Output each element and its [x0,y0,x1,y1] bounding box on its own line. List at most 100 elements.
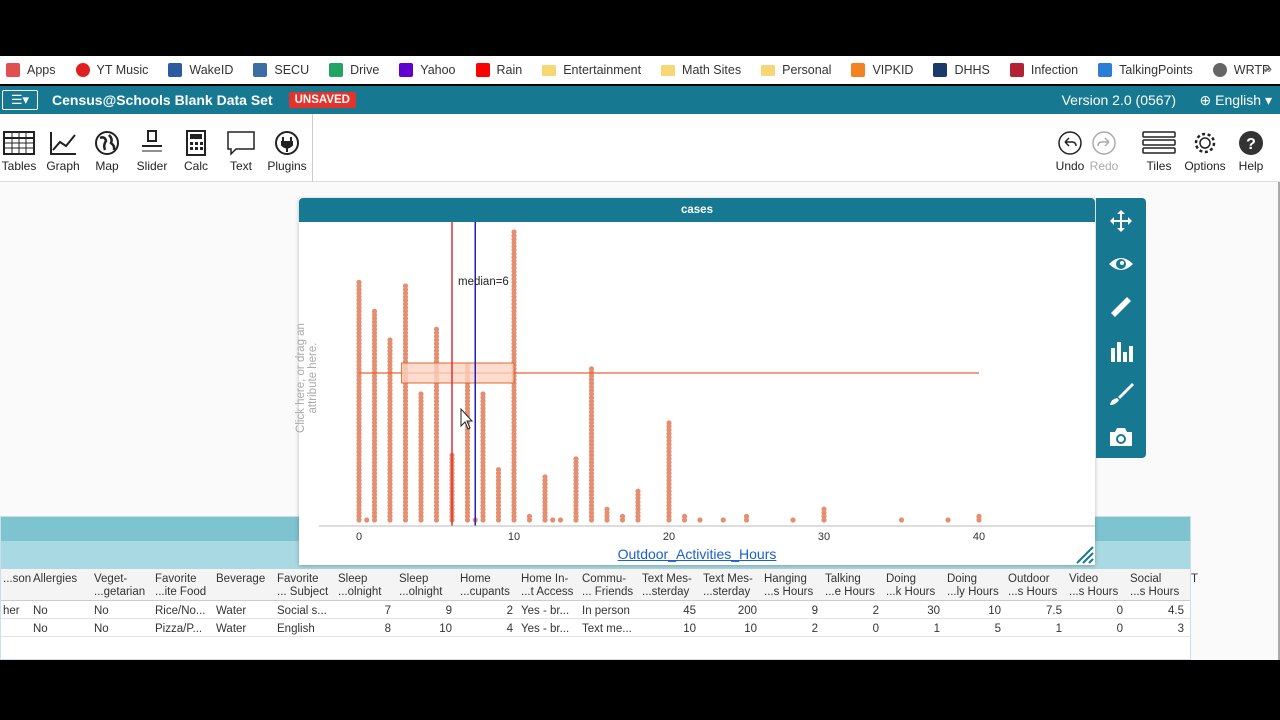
data-point[interactable] [480,441,486,447]
data-point[interactable] [418,441,424,447]
data-point[interactable] [480,391,486,397]
column-header[interactable]: Home In- ...t Access [521,573,574,598]
data-point[interactable] [511,319,517,325]
data-point[interactable] [511,240,517,246]
data-point[interactable] [402,337,409,343]
data-point[interactable] [588,413,595,419]
data-point[interactable] [495,481,502,487]
data-point[interactable] [433,485,440,491]
column-header[interactable]: Veget- ...getarian [94,573,146,598]
data-point[interactable] [356,495,362,501]
column-header[interactable]: Text Mes- ...sterday [642,573,692,598]
data-point[interactable] [666,420,672,426]
data-point[interactable] [588,492,595,498]
data-point[interactable] [945,517,951,523]
data-point[interactable] [418,416,424,422]
column-header[interactable]: Outdoor ...s Hours [1008,573,1058,598]
data-point[interactable] [588,438,595,444]
data-point[interactable] [433,423,440,429]
data-point[interactable] [588,513,595,519]
data-point[interactable] [356,463,362,469]
data-point[interactable] [666,510,672,516]
data-point[interactable] [402,323,409,329]
data-point[interactable] [433,488,440,494]
data-point[interactable] [511,254,517,260]
data-point[interactable] [511,438,517,444]
data-point[interactable] [495,470,502,476]
data-point[interactable] [356,297,362,303]
data-point[interactable] [433,427,440,433]
data-point[interactable] [402,503,409,509]
table-cell[interactable]: No [94,623,109,635]
data-point[interactable] [387,477,393,483]
data-point[interactable] [588,420,595,426]
data-point[interactable] [356,438,362,444]
data-point[interactable] [480,402,486,408]
data-point[interactable] [356,380,362,386]
data-point[interactable] [371,427,378,433]
data-point[interactable] [387,402,393,408]
data-point[interactable] [480,474,486,480]
data-point[interactable] [356,323,362,329]
data-point[interactable] [511,344,517,350]
data-point[interactable] [402,438,409,444]
data-point[interactable] [511,449,517,455]
data-point[interactable] [418,492,424,498]
data-point[interactable] [371,420,378,426]
data-point[interactable] [371,485,378,491]
data-point[interactable] [356,427,362,433]
data-point[interactable] [542,513,548,519]
data-point[interactable] [387,423,393,429]
data-point[interactable] [511,315,517,321]
data-point[interactable] [356,351,362,357]
data-point[interactable] [371,506,378,512]
data-point[interactable] [387,495,393,501]
data-point[interactable] [573,470,579,476]
data-point[interactable] [418,485,424,491]
data-point[interactable] [356,330,362,336]
data-point[interactable] [464,384,471,390]
data-point[interactable] [464,431,471,437]
data-point[interactable] [402,467,409,473]
data-point[interactable] [433,477,440,483]
data-point[interactable] [511,243,517,249]
data-point[interactable] [480,513,486,519]
data-point[interactable] [433,409,440,415]
bookmark-item[interactable]: Apps [6,63,56,77]
data-point[interactable] [511,287,517,293]
data-point[interactable] [418,467,424,473]
data-point[interactable] [511,269,517,275]
data-point[interactable] [356,283,362,289]
data-point[interactable] [480,416,486,422]
data-point[interactable] [480,517,486,523]
data-point[interactable] [402,283,409,289]
data-point[interactable] [418,517,424,523]
data-point[interactable] [433,326,440,332]
data-point[interactable] [480,470,486,476]
bookmark-item[interactable]: Infection [1009,63,1078,77]
data-point[interactable] [898,517,905,523]
data-point[interactable] [418,431,424,437]
data-point[interactable] [588,485,595,491]
data-point[interactable] [418,481,424,487]
data-point[interactable] [402,348,409,354]
data-point[interactable] [418,513,424,519]
data-point[interactable] [573,474,579,480]
data-point[interactable] [464,434,471,440]
ruler-icon[interactable] [1108,294,1134,320]
data-point[interactable] [464,405,471,411]
data-point[interactable] [573,513,579,519]
data-point[interactable] [387,452,393,458]
data-point[interactable] [666,481,672,487]
data-point[interactable] [464,488,471,494]
data-point[interactable] [480,456,486,462]
data-point[interactable] [511,265,517,271]
data-point[interactable] [371,517,378,523]
data-point[interactable] [356,459,362,465]
bookmark-item[interactable]: WakeID [168,63,233,77]
data-point[interactable] [511,236,517,242]
data-point[interactable] [387,456,393,462]
data-point[interactable] [387,391,393,397]
data-point[interactable] [371,449,378,455]
data-point[interactable] [495,513,502,519]
